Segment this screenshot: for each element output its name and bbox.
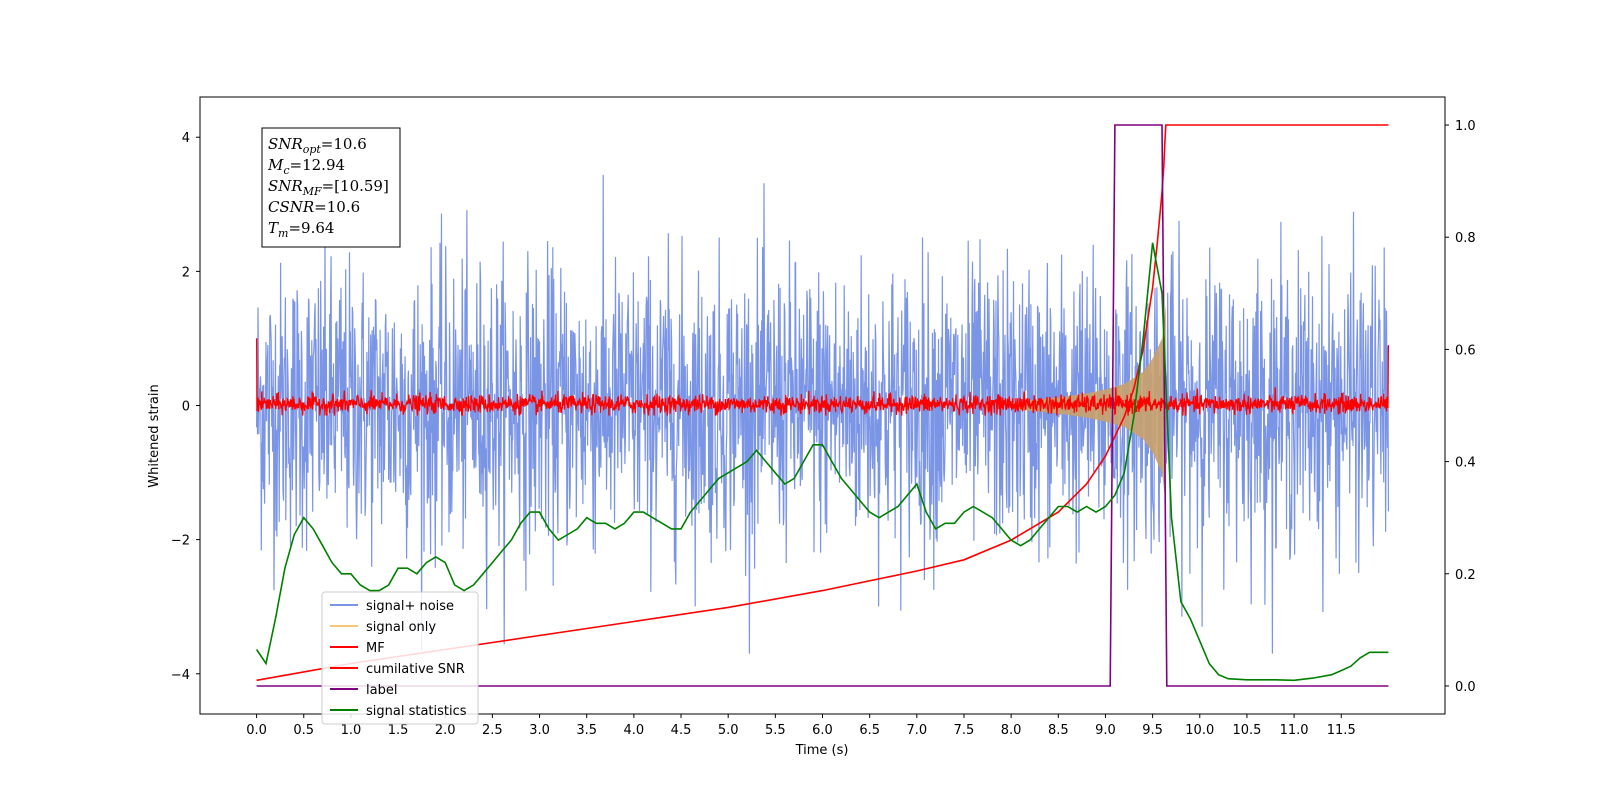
x-tick-label: 4.5 <box>671 723 692 738</box>
annotation-box: SNRopt=10.6 Mc=12.94 SNRMF=[10.59] CSNR=… <box>261 127 401 248</box>
y-tick-label: 0 <box>182 400 190 415</box>
annotation-mc: Mc=12.94 <box>267 156 345 177</box>
y2-tick-label: 1.0 <box>1455 119 1476 134</box>
y-tick-label: −2 <box>171 534 190 549</box>
x-tick-label: 7.0 <box>906 723 927 738</box>
x-tick-label: 0.5 <box>293 723 314 738</box>
series-signal-statistics-line <box>255 242 1389 682</box>
annotation-snr-opt: SNRopt=10.6 <box>268 135 367 156</box>
y-axis-title: Whitened strain <box>147 384 162 487</box>
y-axis-ticks: 4 2 0 −2 −4 <box>171 131 200 683</box>
x-tick-label: 6.0 <box>812 723 833 738</box>
series-label-line <box>256 124 1389 687</box>
x-tick-label: 2.5 <box>482 723 503 738</box>
x-tick-label: 9.5 <box>1142 723 1163 738</box>
x-tick-label: 1.0 <box>341 723 362 738</box>
y2-tick-label: 0.8 <box>1455 231 1476 246</box>
y2-axis-ticks: 1.0 0.8 0.6 0.4 0.2 0.0 <box>1445 119 1476 695</box>
y-tick-label: −4 <box>171 668 190 683</box>
y2-tick-label: 0.4 <box>1455 456 1476 471</box>
annotation-tm: Tm=9.64 <box>268 219 334 240</box>
legend-label: label <box>366 683 397 698</box>
x-axis-ticks: 0.0 0.5 1.0 1.5 2.0 2.5 3.0 3.5 4.0 4.5 5.0 5.5 6.0 6… <box>246 714 1356 738</box>
legend-label: signal statistics <box>366 704 467 719</box>
x-tick-label: 11.5 <box>1327 723 1356 738</box>
y2-tick-label: 0.6 <box>1455 343 1476 358</box>
y-tick-label: 2 <box>182 265 190 280</box>
legend-label: MF <box>366 641 385 656</box>
x-tick-label: 11.0 <box>1280 723 1309 738</box>
x-tick-label: 6.5 <box>859 723 880 738</box>
legend-label: signal only <box>366 620 436 635</box>
annotation-snr-mf: SNRMF=[10.59] <box>268 177 389 198</box>
y-tick-label: 4 <box>182 131 190 146</box>
x-tick-label: 3.0 <box>529 723 550 738</box>
x-axis-title: Time (s) <box>795 743 849 758</box>
x-tick-label: 8.5 <box>1048 723 1069 738</box>
x-tick-label: 9.0 <box>1095 723 1116 738</box>
x-tick-label: 2.0 <box>435 723 456 738</box>
legend-label: signal+ noise <box>366 599 454 614</box>
annotation-csnr: CSNR=10.6 <box>268 198 360 216</box>
x-tick-label: 1.5 <box>388 723 409 738</box>
x-tick-label: 5.0 <box>718 723 739 738</box>
legend-label: cumilative SNR <box>366 662 465 677</box>
x-tick-label: 3.5 <box>576 723 597 738</box>
series-signal-noise-line <box>256 174 1389 654</box>
x-tick-label: 10.5 <box>1232 723 1261 738</box>
y2-tick-label: 0.2 <box>1455 568 1476 583</box>
legend-box <box>321 591 479 725</box>
x-tick-label: 5.5 <box>765 723 786 738</box>
x-tick-label: 7.5 <box>954 723 975 738</box>
x-tick-label: 8.0 <box>1001 723 1022 738</box>
x-tick-label: 10.0 <box>1185 723 1214 738</box>
x-tick-label: 0.0 <box>246 723 267 738</box>
y2-tick-label: 0.0 <box>1455 680 1476 695</box>
x-tick-label: 4.0 <box>624 723 645 738</box>
series-mf-line <box>255 338 1390 416</box>
legend: signal+ noise signal only MF cumilative SNR… <box>321 591 479 725</box>
